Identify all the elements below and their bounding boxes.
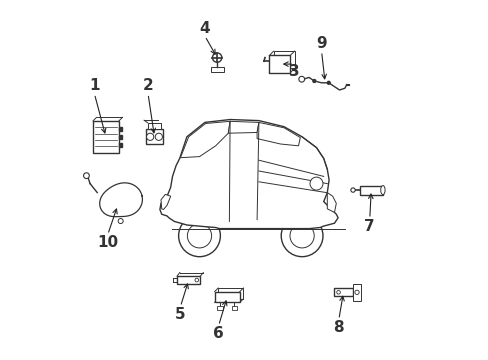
Circle shape — [195, 278, 198, 282]
Circle shape — [83, 173, 89, 179]
Bar — [177, 276, 200, 284]
Bar — [333, 288, 353, 296]
Bar — [359, 186, 382, 194]
Text: 8: 8 — [333, 320, 344, 335]
Polygon shape — [326, 193, 336, 212]
Polygon shape — [160, 120, 337, 229]
Bar — [119, 143, 122, 147]
Bar — [269, 55, 289, 73]
Circle shape — [350, 188, 354, 192]
Bar — [273, 51, 294, 68]
Polygon shape — [228, 121, 258, 133]
Text: 1: 1 — [89, 78, 100, 93]
Bar — [119, 127, 122, 131]
Ellipse shape — [380, 186, 384, 194]
Bar — [93, 121, 119, 153]
Circle shape — [309, 177, 322, 190]
Polygon shape — [147, 123, 161, 129]
Circle shape — [155, 133, 162, 140]
Text: 5: 5 — [175, 307, 185, 322]
Circle shape — [336, 291, 340, 294]
Bar — [214, 292, 239, 302]
Polygon shape — [180, 121, 230, 158]
Bar — [231, 306, 237, 310]
Bar — [217, 306, 222, 310]
Circle shape — [118, 219, 123, 224]
Circle shape — [146, 133, 153, 140]
Text: 4: 4 — [199, 21, 210, 36]
Text: 7: 7 — [364, 219, 374, 234]
Polygon shape — [210, 67, 223, 72]
Bar — [119, 135, 122, 139]
Text: 6: 6 — [213, 326, 224, 341]
Bar — [353, 284, 360, 301]
Bar — [145, 129, 163, 144]
Text: 2: 2 — [142, 78, 153, 93]
Text: 3: 3 — [288, 64, 299, 80]
Circle shape — [298, 76, 304, 82]
Circle shape — [354, 290, 358, 294]
Text: 10: 10 — [97, 235, 118, 250]
Circle shape — [312, 80, 315, 82]
Circle shape — [212, 53, 222, 62]
Bar — [218, 288, 243, 299]
Polygon shape — [161, 194, 170, 210]
Text: 9: 9 — [316, 36, 326, 51]
Polygon shape — [257, 122, 300, 146]
Circle shape — [326, 81, 329, 84]
